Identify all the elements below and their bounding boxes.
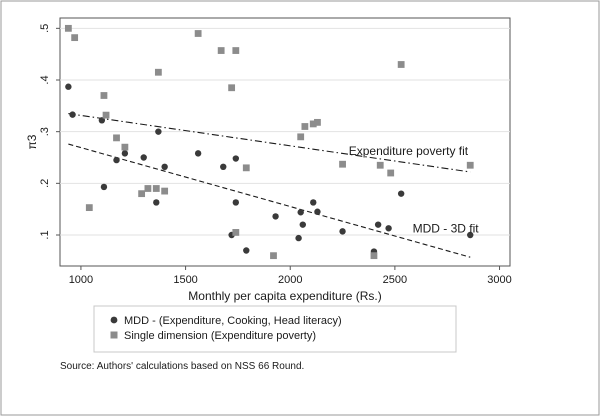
fit-lines <box>68 113 471 258</box>
x-tick-label: 1000 <box>69 274 93 286</box>
mdd-data-point <box>310 199 317 206</box>
expenditure-poverty-fit-label: Expenditure poverty fit <box>349 144 469 158</box>
y-tick-label: .2 <box>39 179 51 188</box>
fit-annotations: Expenditure poverty fit MDD - 3D fit <box>349 144 480 236</box>
mdd-data-point <box>220 163 227 170</box>
mdd-data-point <box>272 213 279 220</box>
expenditure-poverty-fit-line <box>68 113 471 173</box>
mdd-data-point <box>65 83 72 90</box>
mdd-data-point <box>153 199 160 206</box>
mdd-data-point <box>232 199 240 206</box>
mdd-data-point <box>98 117 106 124</box>
single-dimension-data-point <box>232 229 240 236</box>
single-dimension-data-point <box>297 133 305 141</box>
single-dimension-data-point <box>64 24 72 32</box>
single-dimension-data-point <box>217 47 225 54</box>
y-tick-label: .5 <box>39 24 51 33</box>
single-dimension-data-point <box>154 68 162 76</box>
x-tick-label: 1500 <box>173 274 197 286</box>
mdd-3d-fit-label: MDD - 3D fit <box>413 221 480 235</box>
mdd-data-point <box>467 231 474 239</box>
single-dimension-data-point <box>100 92 108 99</box>
mdd-data-point <box>397 190 405 197</box>
single-dimension-data-point <box>376 161 384 169</box>
single-dimension-data-point <box>314 118 321 126</box>
mdd-data-point <box>69 111 76 118</box>
single-dimension-data-point <box>228 84 236 92</box>
single-dimension-data-point <box>370 252 378 260</box>
mdd-data-point <box>161 163 168 170</box>
y-tick-label: .4 <box>39 75 51 84</box>
y-tick-label: .1 <box>39 230 51 239</box>
x-tick-label: 3000 <box>487 274 511 286</box>
single-dimension-data-point <box>85 204 93 212</box>
single-dimension-data-point <box>113 134 120 142</box>
mdd-3d-fit-line <box>68 143 471 258</box>
single-dimension-data-point <box>309 120 317 128</box>
mdd-data-point <box>385 225 392 232</box>
y-axis-ticks: .1 .2 .3 .4 .5 <box>39 24 60 240</box>
mdd-data-point <box>121 150 129 157</box>
single-dimension-data-point <box>242 164 250 172</box>
x-tick-label: 2500 <box>383 274 407 286</box>
x-axis-ticks: 1000 1500 2000 2500 3000 <box>69 266 512 286</box>
single-dimension-data-point <box>152 185 160 192</box>
single-dimension-data-point <box>301 123 309 130</box>
grid-lines <box>60 27 510 236</box>
legend-label-single: Single dimension (Expenditure poverty) <box>124 330 316 342</box>
data-points <box>64 24 474 260</box>
plot-background <box>59 17 511 267</box>
single-dimension-data-point <box>232 47 240 54</box>
mdd-data-point <box>113 156 120 164</box>
mdd-data-point <box>140 154 147 161</box>
single-dimension-data-point <box>144 185 152 192</box>
mdd-data-point <box>339 228 346 235</box>
mdd-data-point <box>194 150 202 157</box>
mdd-data-point <box>243 247 250 254</box>
legend-label-mdd: MDD - (Expenditure, Cooking, Head litera… <box>124 315 342 327</box>
single-dimension-data-point <box>71 34 79 42</box>
y-axis-title: π3 <box>25 134 39 149</box>
mdd-data-point <box>374 221 382 228</box>
single-dimension-data-point <box>161 187 169 195</box>
mdd-data-point <box>155 128 162 135</box>
single-dimension-data-point <box>339 160 346 168</box>
x-axis-title: Monthly per capita expenditure (Rs.) <box>188 289 381 303</box>
legend: MDD - (Expenditure, Cooking, Head litera… <box>93 305 457 353</box>
mdd-data-point <box>100 183 108 191</box>
single-dimension-data-point <box>387 169 395 177</box>
single-dimension-data-point <box>397 61 405 68</box>
mdd-data-point <box>297 209 304 216</box>
plot-area: .1 .2 .3 .4 .5 1000 1500 2000 2500 3000 Expendit… <box>39 17 512 286</box>
x-tick-label: 2000 <box>278 274 302 286</box>
mdd-data-point <box>299 221 306 228</box>
single-dimension-data-point <box>138 190 146 198</box>
mdd-data-point <box>232 155 240 162</box>
y-tick-label: .3 <box>39 127 51 136</box>
mdd-data-point <box>314 208 321 215</box>
single-dimension-data-point <box>102 111 110 119</box>
single-dimension-data-point <box>466 161 474 169</box>
single-dimension-data-point <box>121 143 129 151</box>
legend-box <box>93 305 457 353</box>
legend-marker-single <box>110 331 118 339</box>
single-dimension-data-point <box>194 30 202 37</box>
source-note: Source: Authors' calculations based on N… <box>60 361 304 372</box>
single-dimension-data-point <box>270 252 277 260</box>
mdd-data-point <box>295 234 302 242</box>
legend-marker-mdd <box>110 316 118 324</box>
